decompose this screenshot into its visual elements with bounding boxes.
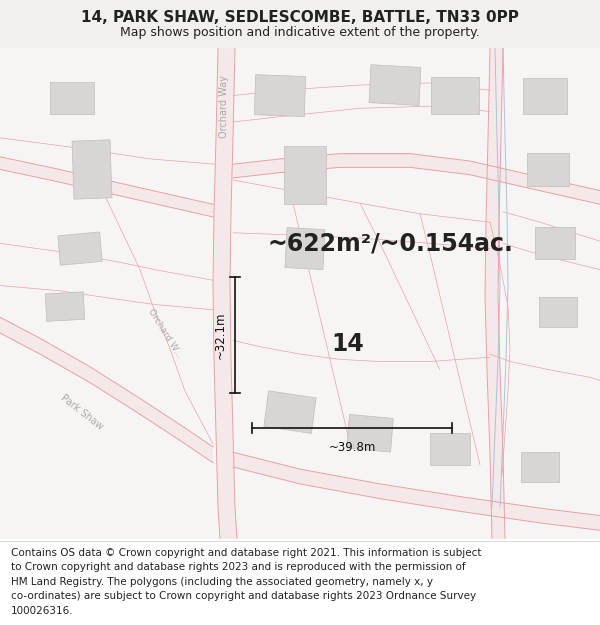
Polygon shape	[284, 146, 326, 204]
Polygon shape	[233, 154, 600, 204]
Polygon shape	[347, 414, 394, 452]
Polygon shape	[431, 77, 479, 114]
Text: 14, PARK SHAW, SEDLESCOMBE, BATTLE, TN33 0PP: 14, PARK SHAW, SEDLESCOMBE, BATTLE, TN33…	[81, 9, 519, 24]
Polygon shape	[264, 391, 316, 433]
Text: co-ordinates) are subject to Crown copyright and database rights 2023 Ordnance S: co-ordinates) are subject to Crown copyr…	[11, 591, 476, 601]
Polygon shape	[0, 157, 213, 217]
Polygon shape	[485, 48, 505, 539]
Text: 14: 14	[332, 331, 364, 356]
Polygon shape	[0, 317, 213, 462]
Polygon shape	[50, 82, 94, 114]
Text: Park Shaw: Park Shaw	[59, 392, 105, 432]
Text: ~39.8m: ~39.8m	[328, 441, 376, 454]
Text: ~32.1m: ~32.1m	[214, 311, 227, 359]
Polygon shape	[213, 48, 237, 539]
Polygon shape	[46, 292, 85, 321]
Text: HM Land Registry. The polygons (including the associated geometry, namely x, y: HM Land Registry. The polygons (includin…	[11, 577, 433, 587]
Text: Orchard Way: Orchard Way	[219, 75, 229, 138]
Polygon shape	[535, 228, 575, 259]
Polygon shape	[72, 140, 112, 199]
Polygon shape	[285, 228, 325, 269]
Polygon shape	[527, 152, 569, 186]
Polygon shape	[369, 65, 421, 106]
Polygon shape	[254, 74, 305, 116]
Text: Contains OS data © Crown copyright and database right 2021. This information is : Contains OS data © Crown copyright and d…	[11, 548, 481, 558]
Text: 100026316.: 100026316.	[11, 606, 73, 616]
Polygon shape	[523, 78, 567, 114]
Polygon shape	[539, 297, 577, 327]
Text: ~622m²/~0.154ac.: ~622m²/~0.154ac.	[267, 231, 513, 256]
Text: Orchard W...: Orchard W...	[146, 307, 184, 359]
Text: to Crown copyright and database rights 2023 and is reproduced with the permissio: to Crown copyright and database rights 2…	[11, 562, 466, 572]
Text: Map shows position and indicative extent of the property.: Map shows position and indicative extent…	[120, 26, 480, 39]
Polygon shape	[58, 232, 102, 265]
Polygon shape	[430, 433, 470, 465]
Polygon shape	[233, 452, 600, 530]
Polygon shape	[521, 452, 559, 482]
